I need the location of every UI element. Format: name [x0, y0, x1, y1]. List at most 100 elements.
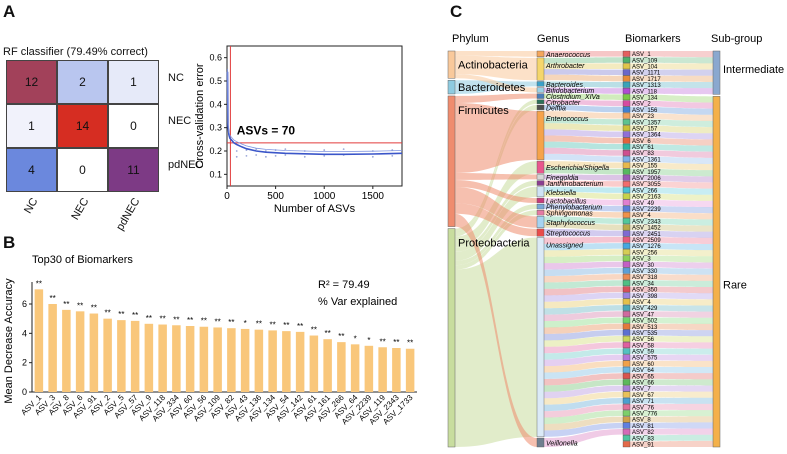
significance-mark: **: [132, 311, 138, 320]
bar: [185, 326, 195, 392]
biomarker-node: [622, 218, 631, 225]
x-tick-label: 1000: [313, 191, 336, 202]
sankey-flow: [544, 360, 623, 373]
classifier-title: RF classifier (79.49% correct): [3, 46, 148, 58]
biomarker-node: [622, 69, 631, 76]
sankey-flow: [630, 150, 713, 158]
genus-node: [536, 210, 545, 216]
genus-label: Lactobacillus: [546, 199, 587, 206]
biomarker-label: ASV_2: [632, 102, 651, 108]
biomarker-node: [622, 373, 631, 379]
sankey-flow: [630, 274, 713, 281]
sankey-flow: [455, 213, 537, 447]
sankey-flow: [455, 51, 537, 57]
y-tick-label: 6: [22, 299, 27, 309]
sankey-flow: [630, 385, 713, 392]
sankey-flow: [544, 216, 623, 224]
cv-point: [342, 148, 345, 151]
biomarker-node: [622, 75, 631, 82]
sankey-flow: [544, 51, 623, 57]
genus-node: [536, 93, 545, 99]
sankey-flow: [630, 348, 713, 355]
biomarker-label: ASV_266: [632, 188, 658, 194]
significance-mark: **: [228, 318, 234, 327]
sankey-flow: [544, 57, 623, 64]
biomarker-label: ASV_3: [632, 257, 651, 263]
sankey-flow: [544, 198, 623, 206]
sankey-flow: [630, 261, 713, 269]
cv-point: [255, 154, 258, 156]
subgroup-node: [712, 96, 721, 448]
genus-node: [536, 186, 545, 198]
biomarker-node: [622, 199, 631, 206]
genus-label: Sphingomonas: [546, 211, 593, 218]
biomarker-label: ASV_23: [632, 114, 655, 120]
biomarker-label: ASV_104: [632, 64, 658, 70]
biomarker-label: ASV_34: [632, 281, 655, 287]
genus-node: [536, 228, 545, 237]
biomarker-label: ASV_134: [632, 95, 658, 101]
y-tick-label: 0.3: [209, 123, 222, 133]
cv-point: [391, 155, 394, 157]
genus-node: [536, 50, 545, 57]
sankey-flow: [544, 93, 623, 100]
sankey-flow: [630, 280, 713, 288]
phylum-node: [447, 228, 456, 448]
sankey-flow: [630, 187, 713, 195]
sankey-flow: [544, 141, 623, 150]
y-tick-label: 0.4: [209, 99, 222, 109]
sankey-flow: [455, 74, 537, 93]
sankey-flow: [630, 434, 713, 441]
sankey-flow: [544, 243, 623, 251]
sankey-flow: [544, 410, 623, 424]
sankey-flow: [544, 391, 623, 405]
biomarker-label: ASV_65: [632, 374, 655, 380]
biomarker-label: ASV_4: [632, 300, 651, 306]
sankey-flow: [630, 63, 713, 70]
genus-label: Bifidobacterium: [546, 88, 594, 95]
confusion-row-label: pdNEC: [168, 159, 204, 171]
sankey-flow: [630, 193, 713, 201]
sankey-flow: [630, 298, 713, 306]
confusion-cell: 11: [108, 148, 159, 192]
biomarker-label: ASV_350: [632, 288, 658, 294]
biomarker-label: ASV_429: [632, 306, 658, 312]
biomarker-node: [622, 230, 631, 237]
x-axis-label: Number of ASVs: [274, 203, 356, 215]
biomarker-label: ASV_330: [632, 269, 658, 275]
sankey-flow: [630, 329, 713, 337]
biomarker-label: ASV_83: [632, 436, 655, 442]
confusion-cell: 0: [108, 104, 159, 148]
biomarker-label: ASV_1717: [632, 77, 661, 83]
biomarker-node: [622, 416, 631, 423]
sankey-column-header: Genus: [537, 33, 570, 45]
bar: [199, 326, 209, 392]
biomarker-label: ASV_157: [632, 126, 658, 132]
x-tick-label: 0: [224, 191, 230, 202]
genus-label: Delftia: [546, 105, 566, 112]
significance-mark: **: [393, 338, 399, 347]
sankey-flow: [455, 186, 537, 228]
significance-mark: **: [201, 317, 207, 326]
biomarker-node: [622, 311, 631, 318]
sankey-flow: [455, 105, 537, 237]
sankey-flow: [630, 267, 713, 275]
significance-mark: **: [50, 294, 56, 303]
sankey-flow: [544, 329, 623, 341]
sankey-flow: [630, 416, 713, 423]
sankey-flow: [630, 106, 713, 115]
sankey-flow: [630, 119, 713, 128]
biomarker-label: ASV_7: [632, 387, 651, 393]
biomarker-node: [622, 205, 631, 212]
cv-point: [323, 155, 326, 157]
sankey-flow: [544, 373, 623, 386]
cv-point: [303, 155, 306, 158]
biomarker-label: ASV_1452: [632, 226, 661, 232]
bar: [323, 339, 332, 392]
biomarker-node: [622, 435, 631, 441]
genus-label: Staphylococcus: [546, 220, 596, 227]
biomarker-node: [622, 329, 631, 336]
biomarker-label: ASV_1276: [632, 244, 661, 250]
cv-point: [255, 148, 258, 151]
biomarker-node: [622, 342, 631, 348]
